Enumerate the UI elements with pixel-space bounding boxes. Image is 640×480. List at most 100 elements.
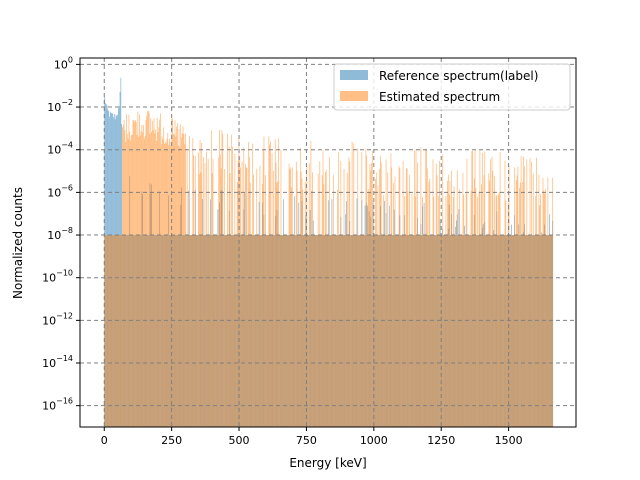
estimated-bar [143,138,145,427]
estimated-bar [136,135,138,427]
estimated-bar [393,235,395,427]
estimated-bar [337,190,338,427]
estimated-bar [199,140,201,427]
estimated-bar [409,235,411,427]
estimated-bar [324,235,326,427]
estimated-bar [552,177,554,427]
estimated-bar [413,235,414,427]
estimated-bar [434,235,436,427]
estimated-bar [113,235,114,427]
estimated-bar [158,127,160,427]
estimated-bar [292,235,294,427]
legend: Reference spectrum(label) Estimated spec… [333,63,571,111]
estimated-bar [397,235,399,427]
estimated-bar [398,166,400,427]
estimated-bar [473,178,475,427]
estimated-bar [242,235,244,427]
estimated-bar [232,235,234,427]
y-tick-label: 10−4 [47,141,73,157]
estimated-bar [283,235,285,427]
estimated-bar [338,235,340,427]
estimated-bar [189,235,191,427]
estimated-bar [167,133,169,427]
estimated-bar [519,182,521,427]
estimated-bar [171,118,173,427]
estimated-bar [105,235,106,427]
estimated-bar [125,142,127,427]
estimated-bar [356,235,358,427]
estimated-bar [280,149,282,427]
estimated-bar [211,130,212,427]
x-tick-label: 250 [161,434,182,447]
estimated-bar [325,169,327,427]
estimated-bar [506,235,507,427]
estimated-bar [384,235,385,427]
estimated-bar [456,170,458,428]
estimated-bar [179,147,181,427]
estimated-bar [270,141,271,427]
estimated-bar [137,111,139,427]
estimated-bar [265,175,266,427]
estimated-bar [511,235,513,427]
estimated-bar [175,136,177,427]
estimated-bar [442,154,444,428]
estimated-bar [459,189,461,427]
estimated-bar [337,151,339,427]
estimated-bar [309,235,311,427]
estimated-bar [410,235,412,427]
estimated-bar [299,147,301,427]
estimated-bar [484,151,486,427]
estimated-bar [452,235,453,427]
estimated-bar [407,191,409,427]
estimated-bar [200,172,202,427]
estimated-bar [541,235,543,427]
estimated-bar [139,135,141,427]
estimated-bar [182,126,184,427]
estimated-bar [448,194,450,427]
estimated-bar [342,235,344,427]
estimated-bar [186,148,188,427]
estimated-bar [155,129,157,428]
estimated-bar [543,190,545,427]
estimated-bar [427,235,429,427]
estimated-bar [147,110,148,427]
estimated-bar [147,110,149,428]
estimated-bar [274,235,275,427]
estimated-bar [381,235,383,427]
estimated-bar [392,182,394,427]
estimated-bar [481,184,482,427]
y-tick-label: 10−8 [47,226,73,242]
estimated-bar [262,150,264,427]
estimated-bar [481,152,483,428]
estimated-bar [209,235,211,427]
estimated-bar [130,140,131,428]
estimated-bar [500,235,502,427]
estimated-bar [332,235,334,427]
estimated-bar [510,235,512,427]
estimated-bar [534,235,536,427]
estimated-bar [239,156,241,427]
estimated-bar [545,235,547,427]
estimated-bar [228,146,230,427]
estimated-bar [435,235,436,427]
estimated-bar [318,235,320,427]
estimated-bar [288,163,290,428]
estimated-bar [192,137,194,428]
estimated-bar [275,162,277,427]
estimated-bar [277,181,279,427]
estimated-bar [335,235,337,427]
estimated-bar [323,183,325,427]
x-tick-label: 1250 [427,434,455,447]
estimated-bar [368,192,370,427]
estimated-bar [366,155,368,427]
estimated-bar [211,173,213,427]
estimated-bar [188,235,190,427]
estimated-bar [359,235,361,427]
estimated-bar [202,235,203,427]
estimated-bar [494,235,496,427]
estimated-bar [353,143,355,427]
estimated-bar [142,132,144,427]
estimated-bar [343,168,345,427]
estimated-bar [150,118,152,427]
estimated-bar [354,235,355,427]
